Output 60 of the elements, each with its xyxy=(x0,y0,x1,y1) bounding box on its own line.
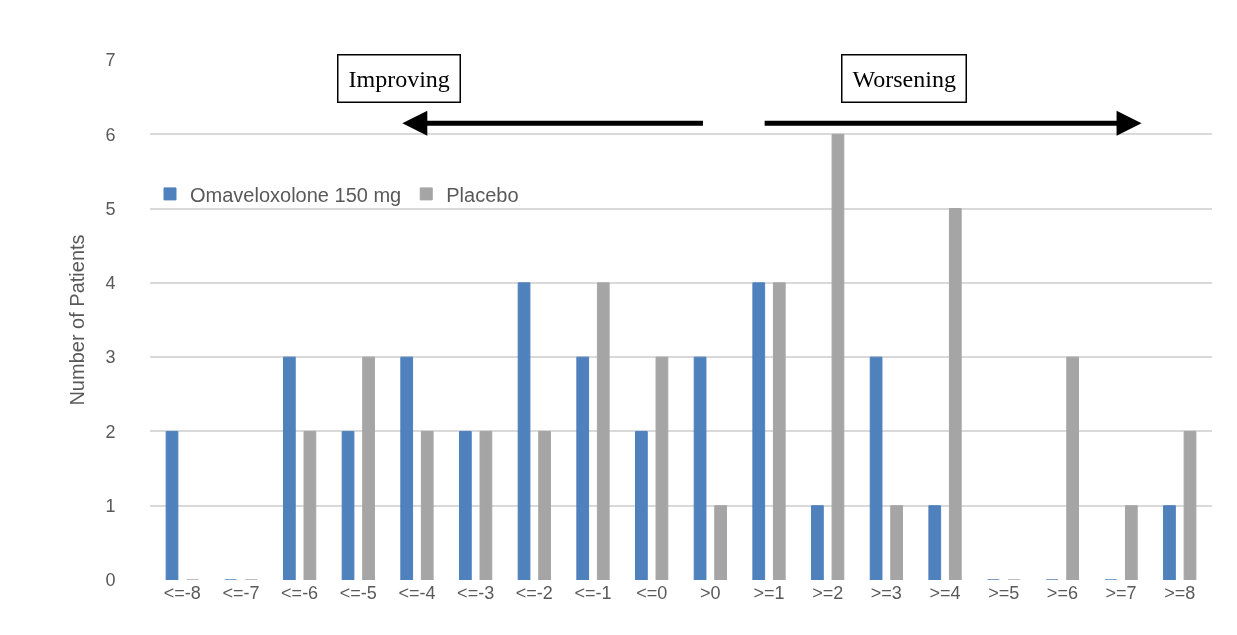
bar xyxy=(596,282,610,580)
x-tick-label: >0 xyxy=(700,583,721,603)
x-tick-label: >=3 xyxy=(870,583,902,603)
x-tick-label: <=-1 xyxy=(574,583,612,603)
x-tick-label: <=-8 xyxy=(163,583,201,603)
y-tick-label: 5 xyxy=(105,198,116,219)
bar xyxy=(831,133,845,580)
bar xyxy=(635,430,648,580)
bar xyxy=(890,505,903,580)
bar xyxy=(400,356,414,580)
x-tick-label: <=-7 xyxy=(222,583,260,603)
y-tick-label: 3 xyxy=(105,347,116,368)
bar xyxy=(714,505,727,580)
bar xyxy=(517,282,531,580)
bar xyxy=(341,430,355,580)
y-tick-label: 0 xyxy=(105,570,116,591)
y-tick-label: 4 xyxy=(105,273,116,294)
x-tick-label: <=-4 xyxy=(398,583,436,603)
x-tick-label: >=1 xyxy=(753,583,785,603)
bar xyxy=(948,208,962,580)
bar xyxy=(362,356,375,580)
bar xyxy=(693,356,707,580)
x-tick-label: <=-6 xyxy=(281,583,319,603)
x-tick-label: <=-5 xyxy=(339,583,377,603)
annotation: Worsening xyxy=(852,65,956,92)
x-tick-label: <=0 xyxy=(636,583,668,603)
y-tick-label: 6 xyxy=(105,124,116,145)
x-tick-label: >=4 xyxy=(929,583,961,603)
bar xyxy=(928,505,942,580)
x-tick-label: >=7 xyxy=(1105,583,1137,603)
x-tick-label: <=-2 xyxy=(515,583,553,603)
bar xyxy=(655,356,669,580)
x-tick-label: <=-3 xyxy=(457,583,495,603)
bar xyxy=(538,430,551,580)
bar xyxy=(576,356,590,580)
y-tick-label: 7 xyxy=(105,50,116,71)
bar xyxy=(282,356,296,580)
bar xyxy=(752,282,766,580)
legend-label: Placebo xyxy=(446,183,519,206)
y-tick-label: 1 xyxy=(105,496,116,517)
legend-label: Omaveloxolone 150 mg xyxy=(190,183,402,206)
bar xyxy=(772,282,786,580)
x-tick-label: >=5 xyxy=(988,583,1020,603)
bar xyxy=(1183,430,1197,580)
bar xyxy=(869,356,883,580)
bar xyxy=(420,430,434,580)
annotation: Improving xyxy=(348,65,450,92)
bar xyxy=(1163,505,1176,580)
bar xyxy=(165,430,179,580)
x-tick-label: >=2 xyxy=(812,583,844,603)
x-tick-label: >=8 xyxy=(1164,583,1196,603)
bar xyxy=(811,505,824,580)
y-axis-title: Number of Patients xyxy=(65,234,88,406)
y-tick-label: 2 xyxy=(105,421,116,442)
bar xyxy=(1066,356,1080,580)
bar xyxy=(459,430,472,580)
bar xyxy=(303,430,317,580)
x-tick-label: >=6 xyxy=(1046,583,1078,603)
bar xyxy=(1124,505,1138,580)
bar xyxy=(479,430,493,580)
